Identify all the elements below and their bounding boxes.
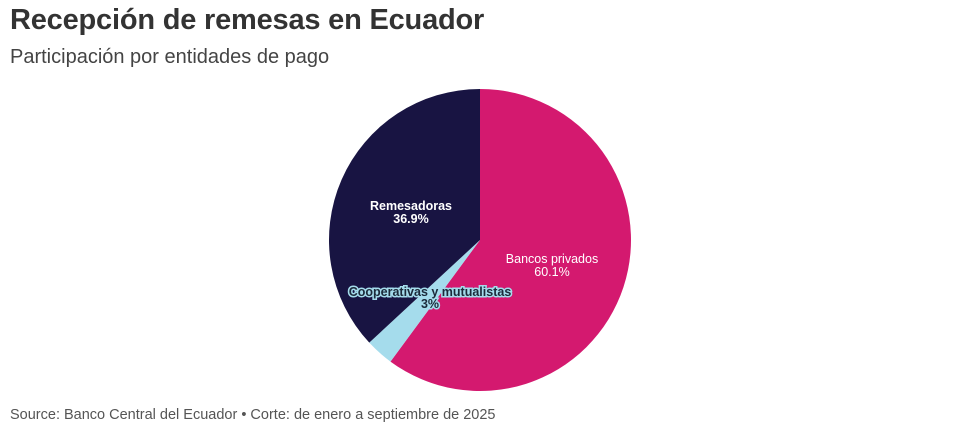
label-bancos-name: Bancos privados [506, 252, 598, 266]
label-bancos-value: 60.1% [534, 265, 569, 279]
pie-slice-remesadoras [328, 89, 480, 343]
pie-slice-bancos-privados [390, 89, 631, 391]
pie-slice-cooperativas-y-mutualistas [369, 240, 480, 362]
slice-label-cooperativas: Cooperativas y mutualistas 3% [347, 284, 513, 313]
pie-slices [328, 89, 631, 391]
slice-label-bancos: Bancos privados 60.1% [506, 252, 598, 279]
label-remesadoras-value: 36.9% [393, 212, 428, 226]
label-remesadoras-name: Remesadoras [370, 199, 452, 213]
chart-title: Recepción de remesas en Ecuador [10, 4, 485, 36]
label-cooperativas-value: 3% [421, 297, 439, 311]
chart-subtitle: Participación por entidades de pago [10, 46, 330, 68]
label-cooperativas-name: Cooperativas y mutualistas [349, 285, 512, 299]
slice-label-remesadoras: Remesadoras 36.9% [370, 199, 452, 226]
source-note: Source: Banco Central del Ecuador • Cort… [10, 407, 496, 423]
